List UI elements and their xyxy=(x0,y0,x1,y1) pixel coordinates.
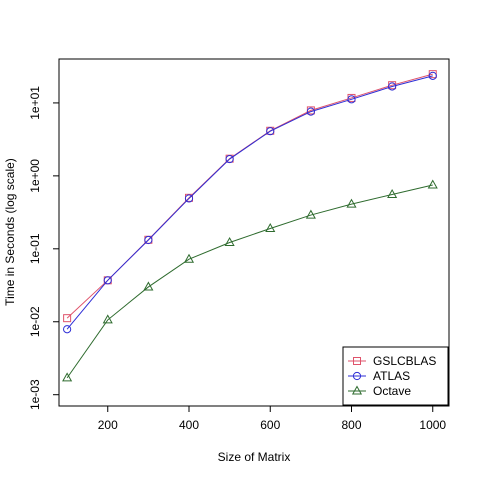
legend-label-gslcblas: GSLCBLAS xyxy=(373,354,436,368)
legend-label-octave: Octave xyxy=(373,384,411,398)
series-atlas xyxy=(63,71,437,334)
point-octave-800 xyxy=(346,198,357,208)
series-octave xyxy=(62,179,438,382)
x-tick-label-0: 200 xyxy=(98,418,118,432)
series-line-gslcblas xyxy=(66,73,433,319)
legend-marker-atlas xyxy=(352,371,362,381)
legend-marker-octave xyxy=(351,385,363,395)
y-tick-label-4: 1e+01 xyxy=(28,86,42,120)
point-octave-200 xyxy=(102,314,113,324)
point-atlas-100 xyxy=(63,325,72,334)
point-atlas-700 xyxy=(306,107,315,116)
point-atlas-300 xyxy=(144,235,153,245)
y-tick-label-1: 1e-02 xyxy=(28,306,42,337)
legend-label-atlas: ATLAS xyxy=(373,369,410,383)
point-atlas-400 xyxy=(184,194,194,203)
axes: 200 400 600 800 1000 1e-03 1e-02 1e-01 1e+00 1e+0… xyxy=(28,86,446,432)
point-atlas-800 xyxy=(347,95,356,104)
x-tick-label-1: 400 xyxy=(179,418,199,432)
point-atlas-600 xyxy=(266,127,275,136)
point-gslcblas-100 xyxy=(63,314,72,323)
point-octave-100 xyxy=(62,372,73,382)
point-octave-300 xyxy=(143,281,154,291)
point-octave-900 xyxy=(387,188,398,199)
x-axis-title: Size of Matrix xyxy=(218,450,291,464)
point-octave-500 xyxy=(224,236,235,247)
point-atlas-500 xyxy=(225,154,234,164)
point-atlas-200 xyxy=(103,276,112,285)
series-line-atlas xyxy=(66,75,433,330)
point-atlas-900 xyxy=(388,82,397,91)
x-tick-label-3: 800 xyxy=(341,418,361,432)
point-octave-700 xyxy=(305,209,316,219)
y-tick-label-2: 1e-01 xyxy=(28,233,42,264)
series-gslcblas xyxy=(63,70,437,323)
point-atlas-1000 xyxy=(428,71,437,80)
series-line-octave xyxy=(66,184,433,379)
y-axis-title: Time in Seconds (log scale) xyxy=(3,158,17,306)
y-tick-label-0: 1e-03 xyxy=(28,379,42,410)
x-tick-label-2: 600 xyxy=(260,418,280,432)
point-octave-1000 xyxy=(427,179,438,189)
point-octave-600 xyxy=(265,222,276,232)
y-tick-label-3: 1e+00 xyxy=(28,159,42,193)
series-layer xyxy=(62,70,438,382)
legend-marker-gslcblas xyxy=(353,357,361,365)
x-tick-label-4: 1000 xyxy=(419,418,446,432)
point-octave-400 xyxy=(183,253,195,263)
